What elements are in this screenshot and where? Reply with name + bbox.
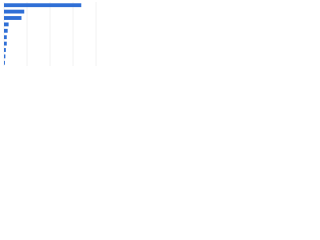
bar: [4, 3, 82, 8]
bar: [4, 41, 7, 46]
bar: [4, 9, 25, 14]
bar: [4, 16, 22, 20]
chart: [3, 2, 97, 66]
bar: [4, 54, 6, 59]
bar: [4, 35, 7, 40]
bar: [4, 48, 6, 52]
bar: [4, 60, 5, 65]
bar: [4, 22, 9, 27]
bar: [4, 28, 8, 33]
